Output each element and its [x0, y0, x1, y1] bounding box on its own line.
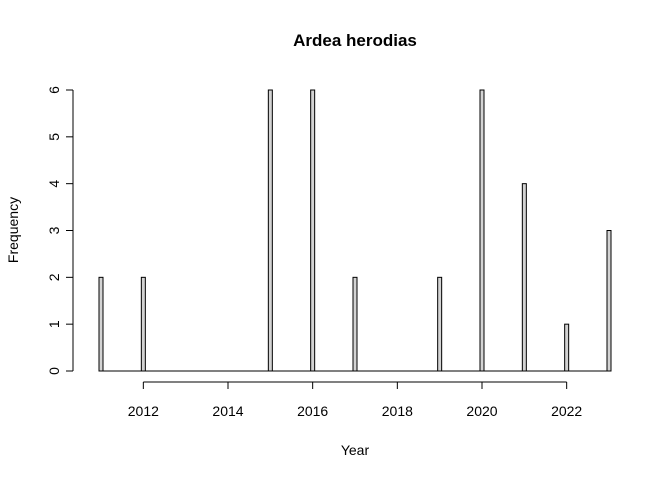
bar: [267, 89, 273, 372]
y-tick-label: 5: [46, 133, 62, 141]
chart-title: Ardea herodias: [293, 31, 417, 50]
y-tick-label: 3: [46, 226, 62, 234]
x-tick-label: 2012: [128, 403, 159, 419]
y-tick-label: 1: [46, 320, 62, 328]
x-axis: 2012 2014 2016 2018 2020 2022: [128, 381, 582, 419]
bar: [521, 183, 527, 372]
y-tick-label: 6: [46, 86, 62, 94]
bar: [140, 276, 146, 372]
x-tick-label: 2022: [551, 403, 582, 419]
x-tick-label: 2018: [382, 403, 413, 419]
x-tick-label: 2016: [297, 403, 328, 419]
bar: [437, 276, 443, 372]
bar: [606, 230, 612, 372]
bar: [352, 276, 358, 372]
y-axis-label: Frequency: [5, 197, 21, 263]
bar: [564, 323, 570, 372]
bar: [479, 89, 485, 372]
bar: [310, 89, 316, 372]
x-tick-label: 2020: [466, 403, 497, 419]
y-axis: 0 1 2 3 4 5 6: [46, 86, 74, 375]
y-tick-label: 2: [46, 273, 62, 281]
x-tick-label: 2014: [212, 403, 243, 419]
x-axis-label: Year: [341, 442, 370, 458]
bar: [98, 276, 104, 372]
y-tick-label: 0: [46, 367, 62, 375]
y-tick-label: 4: [46, 180, 62, 188]
bars-group: [98, 89, 612, 372]
